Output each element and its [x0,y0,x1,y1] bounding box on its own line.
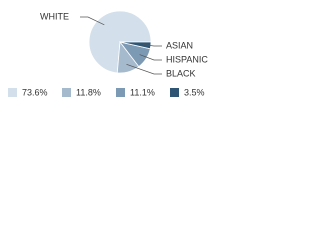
leader-line [126,63,162,75]
legend-swatch [170,88,179,97]
legend-label: 3.5% [184,87,205,97]
legend-swatch [8,88,17,97]
slice-label: HISPANIC [166,54,208,64]
legend-label: 11.1% [130,87,155,97]
slice-label: WHITE [40,11,69,21]
legend-label: 73.6% [22,87,48,97]
leader-line [143,44,162,47]
slice-label: ASIAN [166,40,193,50]
chart: WHITE BLACK HISPANIC ASIAN 73.6% 11.8% 11.1% 3.… [8,10,208,97]
legend-swatch [62,88,71,97]
legend-swatch [116,88,125,97]
slice-label: BLACK [166,68,196,78]
leader-line [80,16,105,26]
legend-label: 11.8% [76,87,101,97]
leader-line [139,54,162,61]
